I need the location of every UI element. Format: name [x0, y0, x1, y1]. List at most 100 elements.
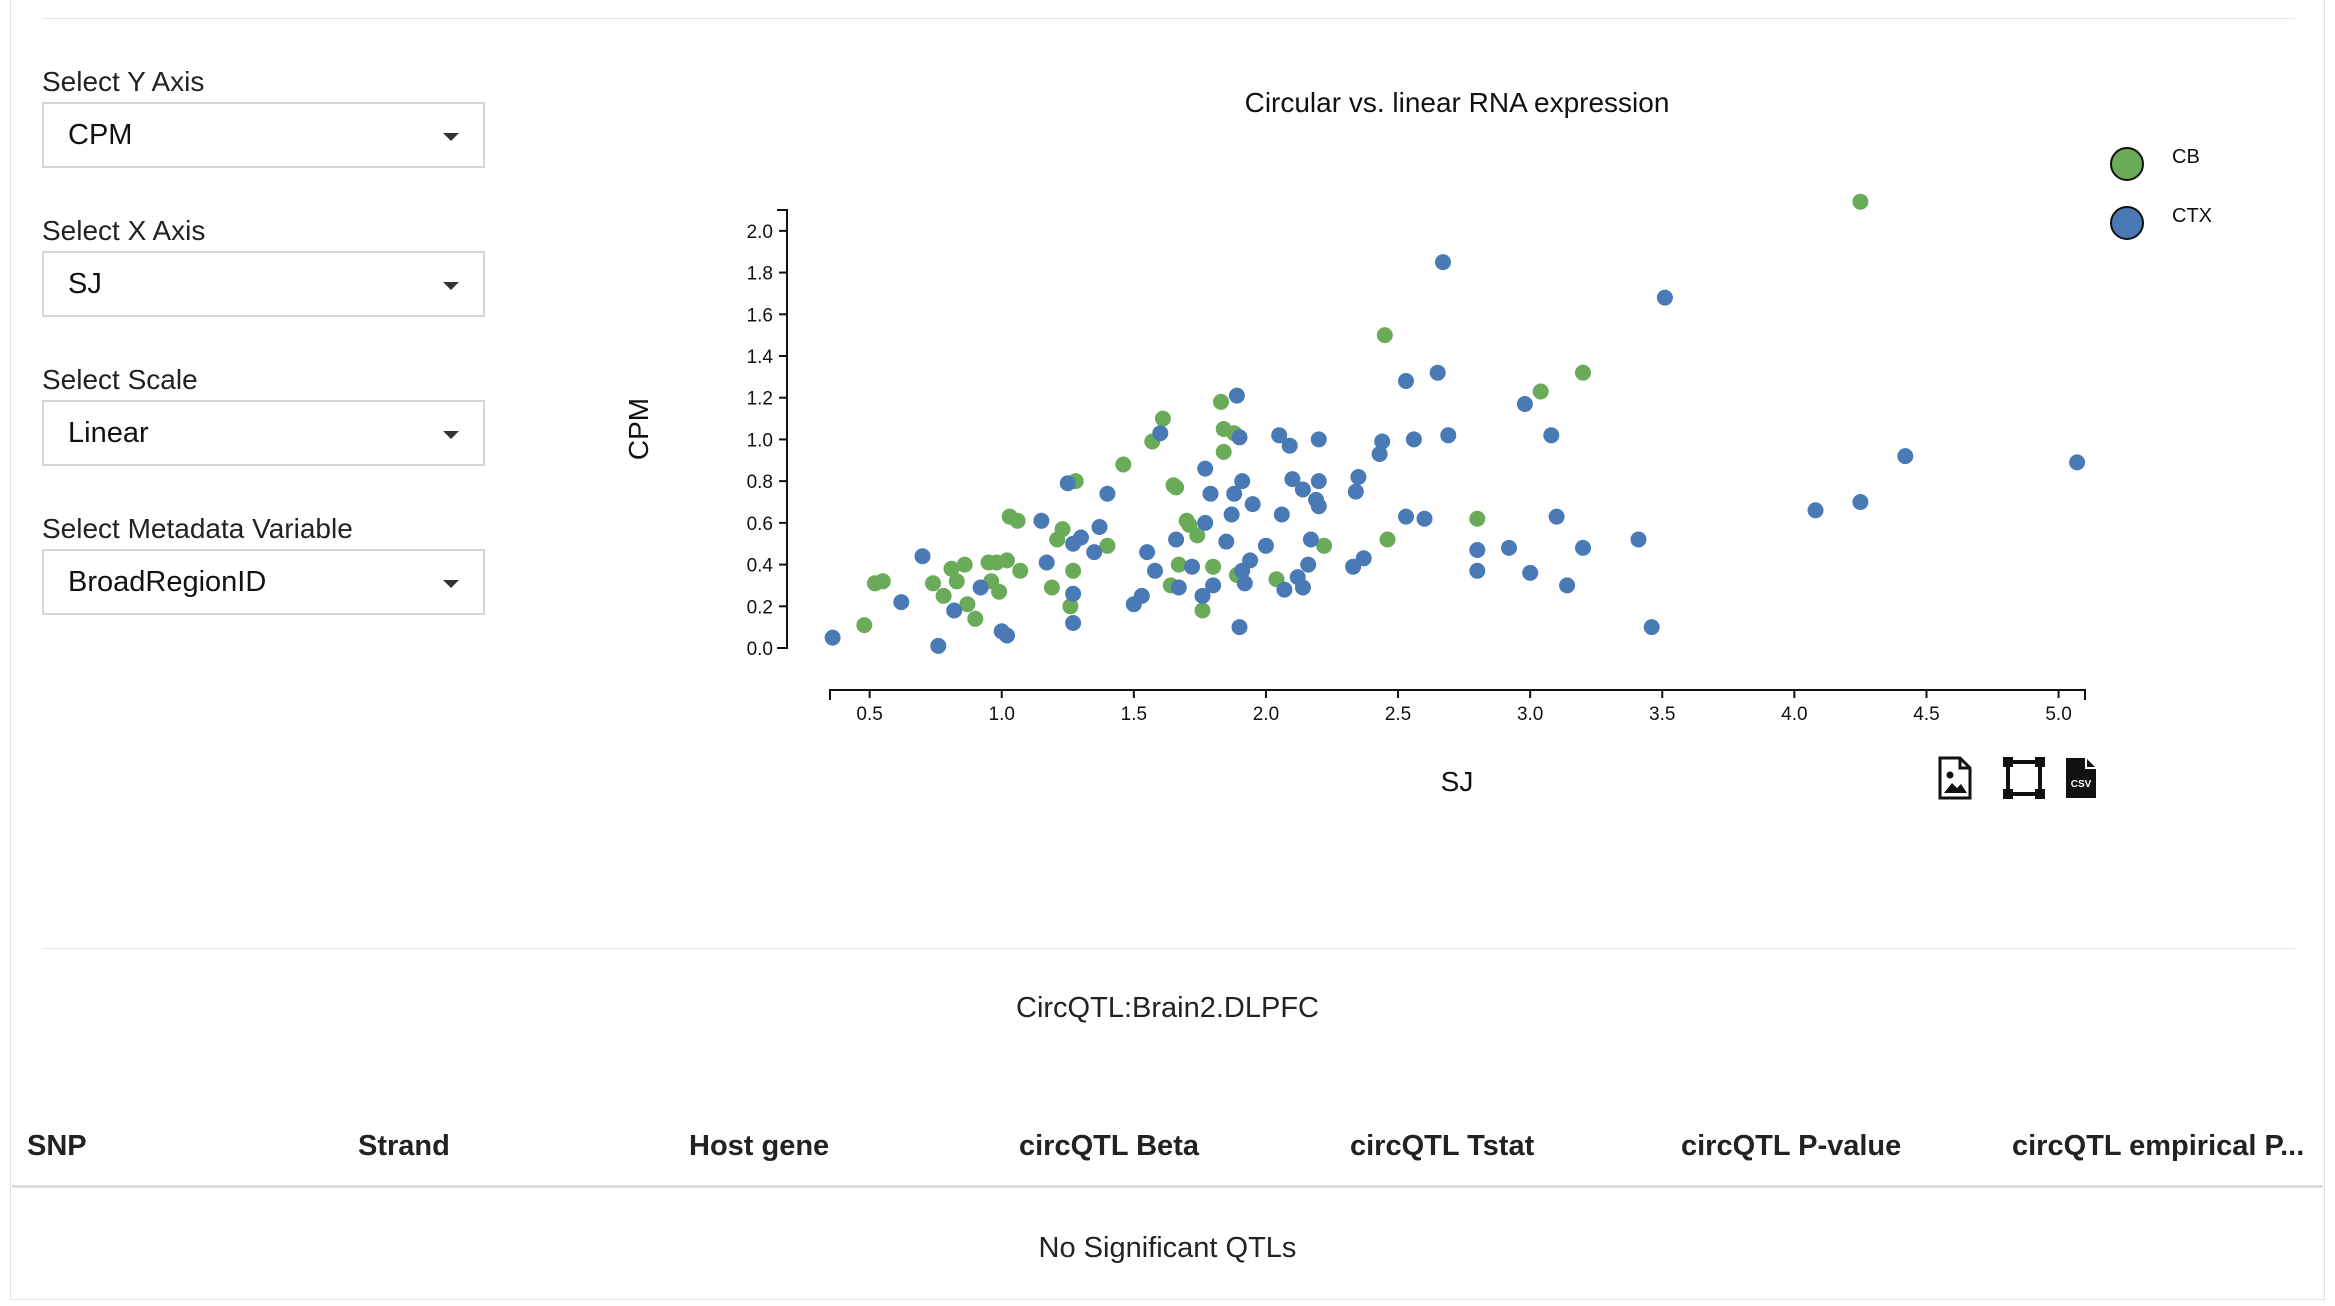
data-point-cb: [1062, 598, 1079, 615]
x-axis-tick-label: 5.0: [2045, 704, 2071, 725]
y-axis-select[interactable]: CPM: [42, 102, 485, 168]
data-point-ctx: [1548, 508, 1565, 525]
data-point-ctx: [1197, 514, 1214, 531]
x-axis-line: [829, 689, 2086, 700]
data-point-ctx: [972, 579, 989, 596]
data-point-ctx: [1429, 364, 1446, 381]
data-point-ctx: [1226, 485, 1243, 502]
data-point-ctx: [1522, 564, 1539, 581]
x-axis-select[interactable]: SJ: [42, 251, 485, 317]
data-point-ctx: [1416, 510, 1433, 527]
data-point-ctx: [1242, 552, 1259, 569]
data-point-cb: [874, 573, 891, 590]
column-header-host-gene[interactable]: Host gene: [689, 1130, 830, 1162]
data-point-ctx: [1300, 556, 1317, 573]
data-point-cb: [959, 596, 976, 613]
y-axis-select-value: CPM: [68, 119, 133, 151]
data-point-ctx: [1897, 448, 1914, 465]
data-point-ctx: [1350, 469, 1367, 485]
data-point-ctx: [1152, 425, 1169, 442]
y-axis-tick-label: 1.6: [747, 305, 773, 326]
data-point-ctx: [2069, 454, 2086, 471]
data-point-ctx: [1374, 433, 1391, 450]
y-axis-tick-label: 1.4: [747, 347, 774, 368]
data-point-ctx: [1168, 531, 1185, 548]
data-point-ctx: [1310, 473, 1327, 490]
metadata-select[interactable]: BroadRegionID: [42, 549, 485, 615]
csv-download-icon[interactable]: CSV: [2064, 756, 2098, 800]
data-point-cb: [999, 552, 1015, 569]
column-header-strand[interactable]: Strand: [358, 1130, 450, 1162]
data-point-ctx: [1501, 539, 1517, 556]
x-axis-tick-label: 2.5: [1385, 704, 1411, 725]
data-point-ctx: [914, 548, 931, 565]
column-header-circqtl-tstat[interactable]: circQTL Tstat: [1350, 1130, 1535, 1162]
x-axis-select-label: Select X Axis: [42, 215, 206, 246]
fullscreen-icon[interactable]: [2002, 756, 2046, 800]
data-point-cb: [1154, 410, 1171, 427]
data-point-cb: [956, 556, 973, 573]
data-point-ctx: [1276, 581, 1293, 598]
data-point-ctx: [1194, 587, 1211, 604]
data-point-ctx: [1086, 544, 1103, 561]
data-point-cb: [1205, 558, 1222, 575]
image-download-icon[interactable]: [1938, 756, 1972, 800]
data-point-ctx: [1184, 558, 1200, 575]
svg-text:CSV: CSV: [2071, 779, 2092, 790]
data-point-ctx: [1234, 473, 1251, 490]
data-point-cb: [1469, 510, 1486, 527]
data-point-ctx: [1310, 498, 1327, 515]
y-axis-tick-label: 0.4: [747, 556, 774, 577]
data-point-ctx: [1273, 506, 1290, 523]
x-axis-tick-label: 4.0: [1781, 704, 1807, 725]
data-point-cb: [1215, 443, 1232, 460]
column-header-circqtl-pvalue[interactable]: circQTL P-value: [1681, 1130, 1902, 1162]
data-point-ctx: [1559, 577, 1576, 594]
data-point-ctx: [1223, 506, 1240, 523]
column-header-circqtl-empirical-p[interactable]: circQTL empirical P...: [2012, 1130, 2305, 1162]
data-point-cb: [1012, 562, 1029, 579]
data-point-ctx: [893, 594, 910, 611]
data-point-ctx: [1656, 289, 1673, 306]
y-axis-tick-label: 1.2: [747, 389, 773, 410]
empty-table-message: No Significant QTLs: [1038, 1232, 1297, 1264]
data-point-cb: [1168, 479, 1185, 496]
chevron-down-icon: [443, 133, 459, 141]
x-axis-tick-label: 1.0: [989, 704, 1015, 725]
y-axis-title: CPM: [623, 398, 654, 460]
y-axis-tick-label: 0.8: [747, 472, 773, 493]
data-point-cb: [935, 587, 952, 604]
data-point-cb: [1009, 512, 1026, 529]
legend-marker-cb: [2110, 147, 2144, 181]
data-point-cb: [1099, 537, 1116, 554]
data-point-ctx: [1294, 481, 1311, 498]
data-point-ctx: [1630, 531, 1647, 548]
column-header-snp[interactable]: SNP: [27, 1130, 87, 1162]
data-point-cb: [1376, 327, 1393, 344]
data-point-ctx: [1065, 585, 1082, 602]
y-axis-tick-label: 1.8: [747, 264, 773, 285]
data-point-cb: [1065, 562, 1082, 579]
legend-label-cb: CB: [2172, 146, 2200, 168]
top-divider: [42, 18, 2295, 19]
data-point-ctx: [1440, 427, 1457, 444]
data-point-ctx: [1099, 485, 1116, 502]
data-point-cb: [856, 617, 873, 634]
data-point-ctx: [1516, 396, 1533, 412]
chart-title: Circular vs. linear RNA expression: [1245, 87, 1670, 118]
data-point-cb: [1115, 456, 1132, 473]
data-point-ctx: [946, 602, 963, 619]
data-point-cb: [1170, 556, 1187, 573]
data-point-ctx: [1398, 373, 1414, 389]
data-point-cb: [943, 560, 960, 577]
data-point-cb: [1189, 527, 1206, 544]
metadata-select-value: BroadRegionID: [68, 566, 267, 598]
data-point-ctx: [999, 627, 1015, 644]
metadata-select-label: Select Metadata Variable: [42, 513, 353, 544]
scale-select[interactable]: Linear: [42, 400, 485, 466]
x-axis-tick-label: 1.5: [1121, 704, 1147, 725]
column-header-circqtl-beta[interactable]: circQTL Beta: [1019, 1130, 1199, 1162]
data-point-ctx: [1073, 529, 1089, 546]
data-point-ctx: [1038, 554, 1055, 571]
x-axis-tick-label: 3.5: [1649, 704, 1675, 725]
